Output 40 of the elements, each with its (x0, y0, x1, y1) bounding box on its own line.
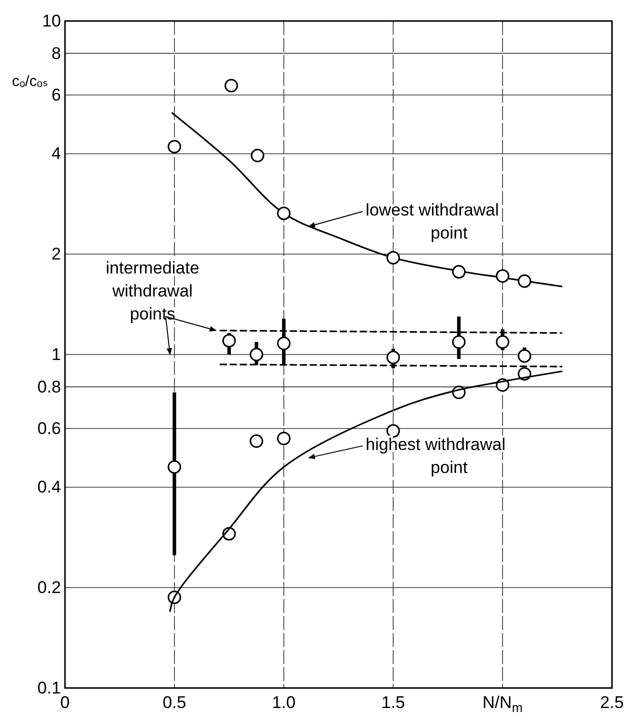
annotation: lowest withdrawal point (366, 200, 499, 243)
point (386, 424, 400, 438)
y-tick-label: 0.2 (37, 578, 61, 598)
y-tick-label: 8 (52, 44, 61, 63)
x-tick-label: 0.5 (162, 693, 186, 712)
point (386, 251, 400, 265)
point (222, 334, 236, 348)
point (250, 434, 264, 448)
y-tick-label: 2 (52, 244, 61, 264)
point (386, 350, 400, 364)
y-tick-label: 6 (52, 85, 61, 104)
y-tick-label: 10 (42, 12, 61, 30)
line-series (169, 370, 562, 612)
y-tick-label: 0.1 (37, 678, 61, 698)
point (496, 269, 510, 283)
point (452, 265, 466, 279)
y-tick-label: 1 (52, 345, 61, 364)
x-axis-title: N/N$_{m}$ (482, 693, 523, 715)
point (496, 335, 510, 349)
x-tick-label: 0 (60, 693, 70, 712)
point (224, 78, 238, 92)
point (168, 460, 182, 474)
point (277, 336, 291, 350)
point (250, 348, 264, 362)
x-tick-label: 1.0 (272, 693, 296, 712)
y-axis-title: cₒ/cₒₛ (12, 73, 48, 90)
point (518, 274, 532, 288)
point (518, 349, 532, 363)
point (250, 148, 264, 162)
point (168, 140, 182, 154)
x-tick-label: 1.5 (381, 693, 406, 712)
x-tick-label: 2.5 (600, 693, 624, 712)
point (277, 432, 291, 446)
y-tick-label: 4 (52, 144, 61, 164)
point (277, 206, 291, 220)
y-tick-label: 0.4 (37, 478, 61, 497)
y-tick-label: 0.6 (37, 418, 61, 438)
annotation: highest withdrawal point (366, 434, 506, 477)
point (452, 335, 466, 349)
y-tick-label: 0.8 (37, 377, 61, 396)
